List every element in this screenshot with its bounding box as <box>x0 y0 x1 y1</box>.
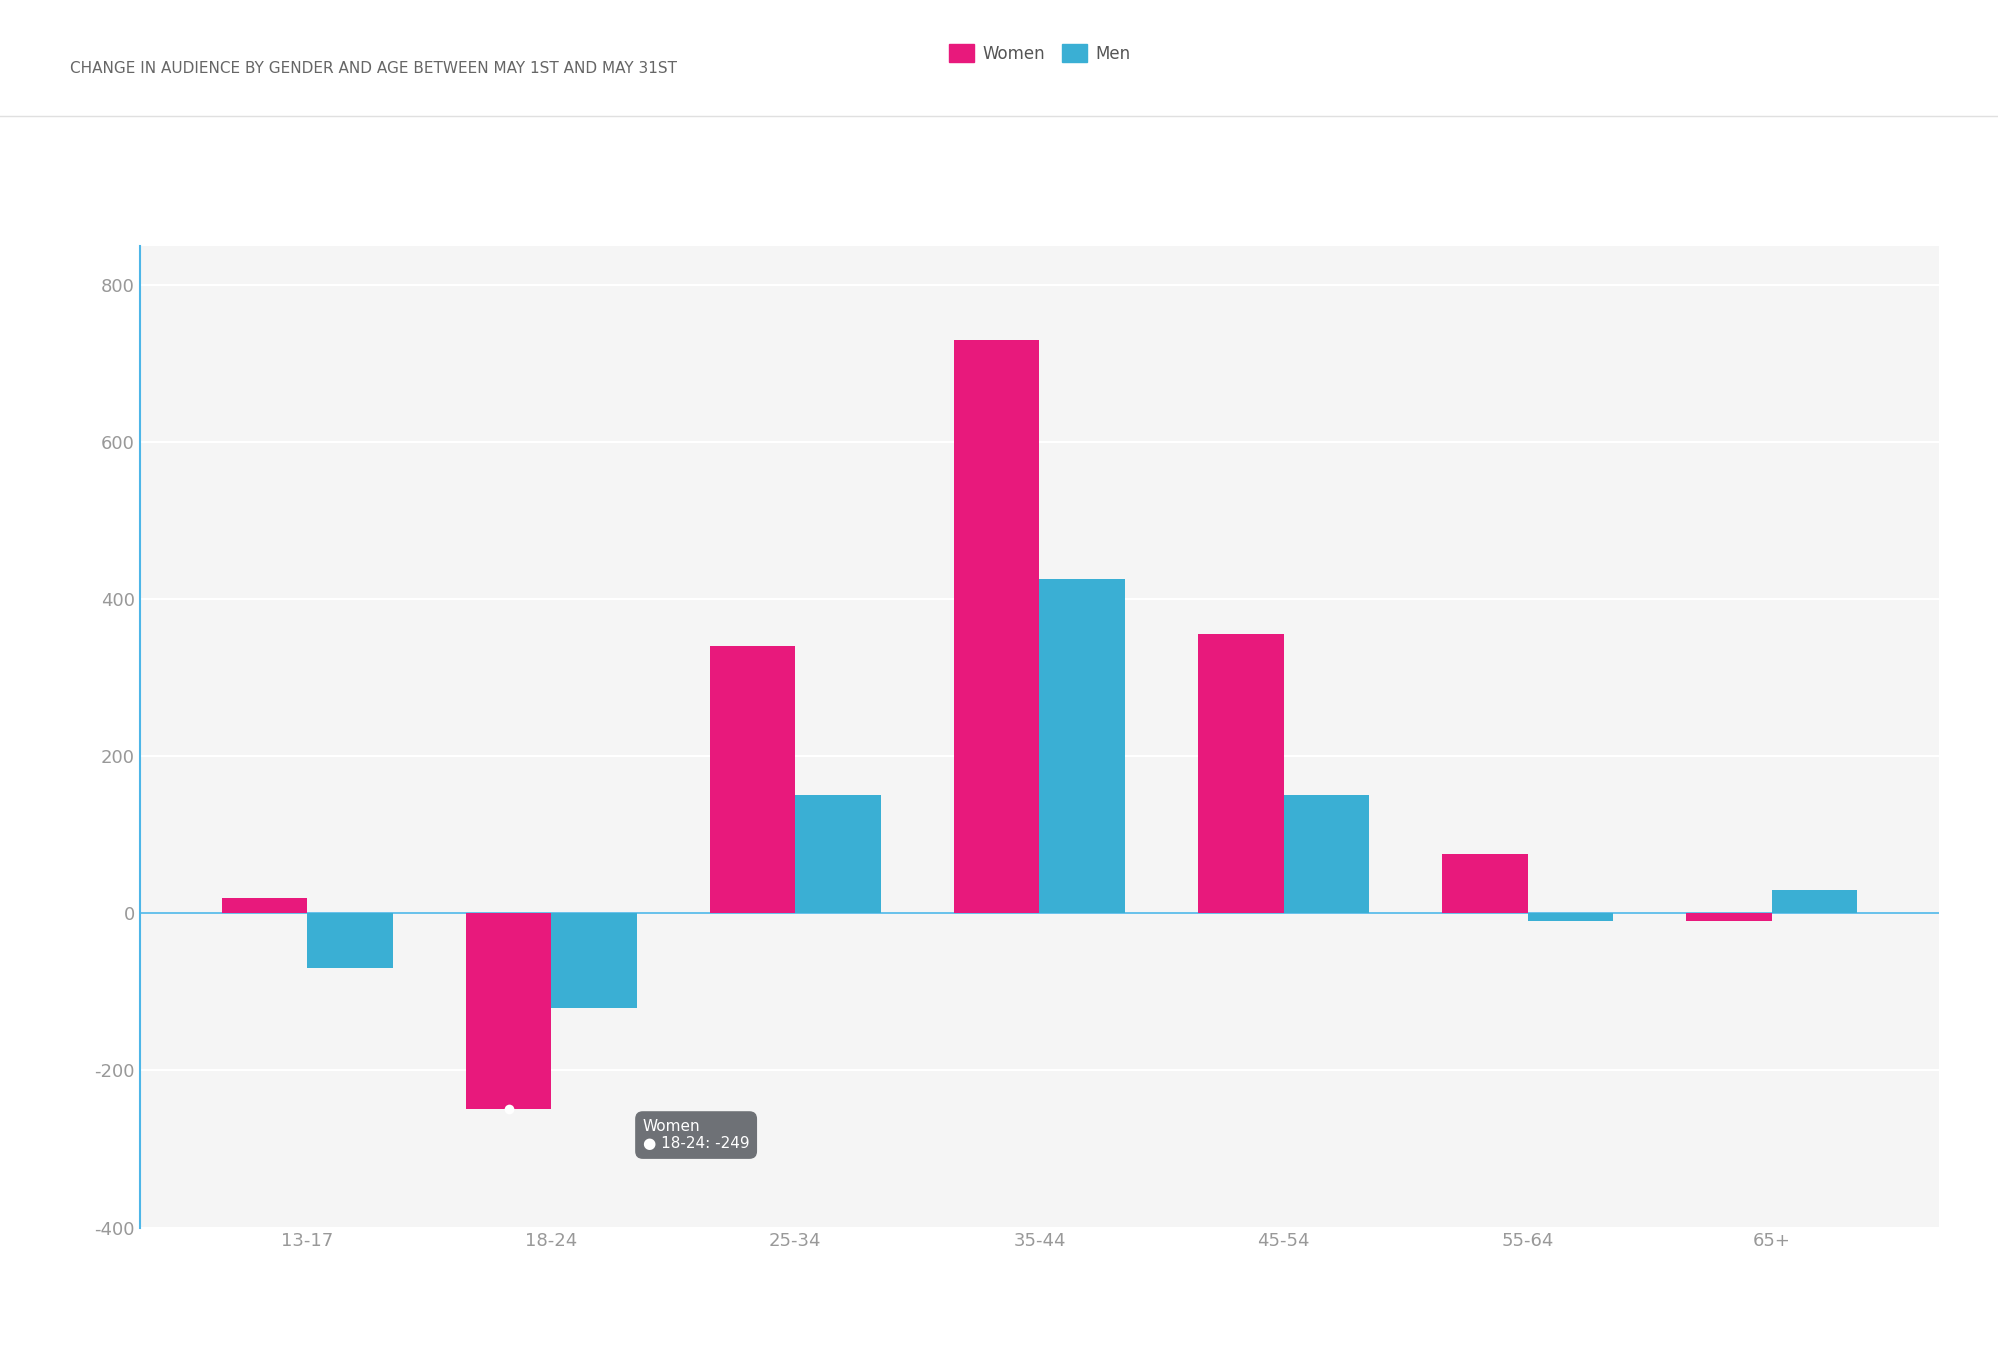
Bar <box>222 898 308 914</box>
Bar <box>1039 580 1125 914</box>
Bar <box>953 340 1039 914</box>
Bar <box>795 795 881 914</box>
Bar <box>1526 914 1612 921</box>
Bar <box>308 914 392 968</box>
Bar <box>466 914 551 1109</box>
Bar <box>1283 795 1369 914</box>
Bar <box>1197 634 1283 914</box>
Legend: Women, Men: Women, Men <box>941 38 1137 70</box>
Bar <box>1770 889 1856 914</box>
Bar <box>1441 854 1526 914</box>
Bar <box>551 914 637 1008</box>
Text: CHANGE IN AUDIENCE BY GENDER AND AGE BETWEEN MAY 1ST AND MAY 31ST: CHANGE IN AUDIENCE BY GENDER AND AGE BET… <box>70 61 677 76</box>
Bar <box>1686 914 1770 921</box>
Text: Women
● 18-24: -249: Women ● 18-24: -249 <box>643 1118 749 1151</box>
Bar <box>709 647 795 914</box>
